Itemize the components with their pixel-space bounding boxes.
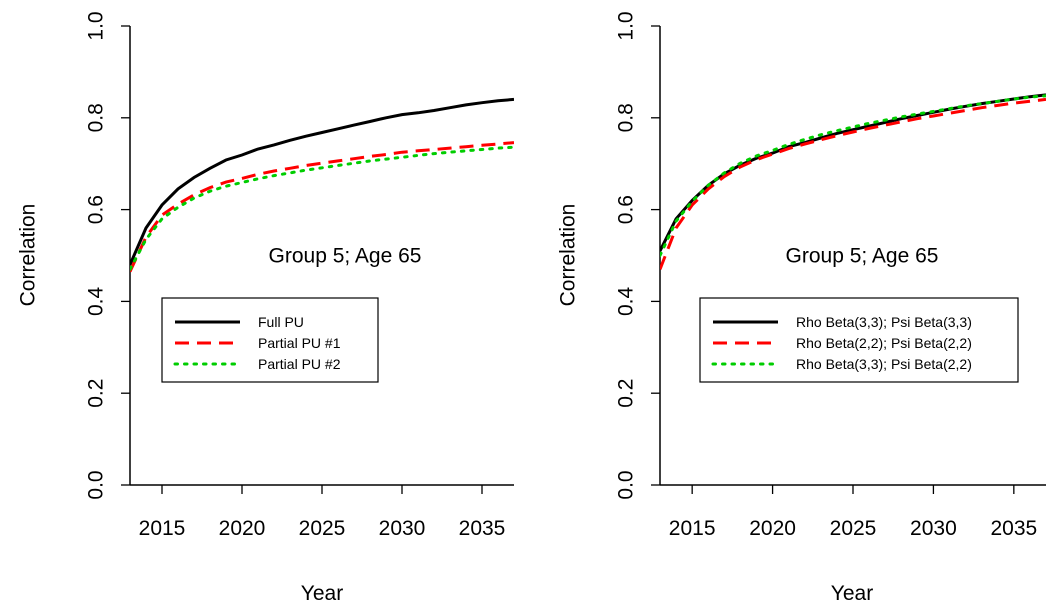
x-tick-label: 2020 [219, 517, 266, 540]
series-line-3 [130, 145, 514, 271]
y-tick-label: 0.8 [85, 103, 108, 132]
x-tick-label: 2015 [139, 517, 186, 540]
legend-label-1: Full PU [258, 314, 304, 330]
series-lines [660, 93, 1046, 270]
legend-label-2: Partial PU #1 [258, 335, 341, 351]
y-axis-label: Correlation [17, 204, 40, 307]
x-tick-label: 2025 [299, 517, 346, 540]
x-axis-label: Year [831, 582, 873, 605]
legend-label-2: Rho Beta(2,2); Psi Beta(2,2) [796, 335, 972, 351]
panel-annotation: Group 5; Age 65 [786, 245, 939, 268]
y-tick-label: 0.2 [615, 379, 638, 408]
series-line-2 [660, 97, 1046, 270]
series-line-3 [660, 94, 1046, 257]
series-line-1 [130, 97, 514, 266]
legend-label-1: Rho Beta(3,3); Psi Beta(3,3) [796, 314, 972, 330]
y-axis-label: Correlation [557, 204, 580, 307]
y-tick-label: 0.8 [615, 103, 638, 132]
panel-annotation: Group 5; Age 65 [269, 245, 422, 268]
legend-box [699, 297, 1019, 383]
legend: Rho Beta(3,3); Psi Beta(3,3) Rho Beta(2,2… [699, 297, 1019, 383]
x-tick-label: 2025 [830, 517, 877, 540]
y-tick-label: 0.2 [85, 379, 108, 408]
y-tick-label: 0.0 [85, 470, 108, 499]
chart-panel-2: 0.0 0.2 0.4 0.6 0.8 1.0 2015 2020 2025 2030 2035 Ye… [557, 11, 1046, 605]
series-line-2 [130, 141, 514, 273]
series-line-1 [660, 93, 1046, 252]
x-tick-label: 2015 [669, 517, 716, 540]
y-tick-label: 1.0 [85, 11, 108, 40]
x-tick-label: 2035 [990, 517, 1037, 540]
x-axis-label: Year [301, 582, 343, 605]
x-tick-label: 2035 [459, 517, 506, 540]
y-tick-label: 0.4 [615, 286, 638, 316]
y-tick-label: 0.6 [615, 195, 638, 224]
chart-panel-1: 0.0 0.2 0.4 0.6 0.8 1.0 2015 2020 2025 2030 2035 Ye… [17, 11, 514, 605]
legend: Full PU Partial PU #1 Partial PU #2 [161, 297, 379, 383]
y-tick-label: 1.0 [615, 11, 638, 40]
legend-box [161, 297, 379, 383]
y-tick-label: 0.4 [85, 286, 108, 316]
x-tick-label: 2030 [910, 517, 957, 540]
y-tick-label: 0.6 [85, 195, 108, 224]
x-tick-label: 2030 [379, 517, 426, 540]
legend-label-3: Rho Beta(3,3); Psi Beta(2,2) [796, 356, 972, 372]
y-tick-label: 0.0 [615, 470, 638, 499]
series-lines [130, 97, 514, 273]
legend-label-3: Partial PU #2 [258, 356, 341, 372]
x-tick-label: 2020 [749, 517, 796, 540]
